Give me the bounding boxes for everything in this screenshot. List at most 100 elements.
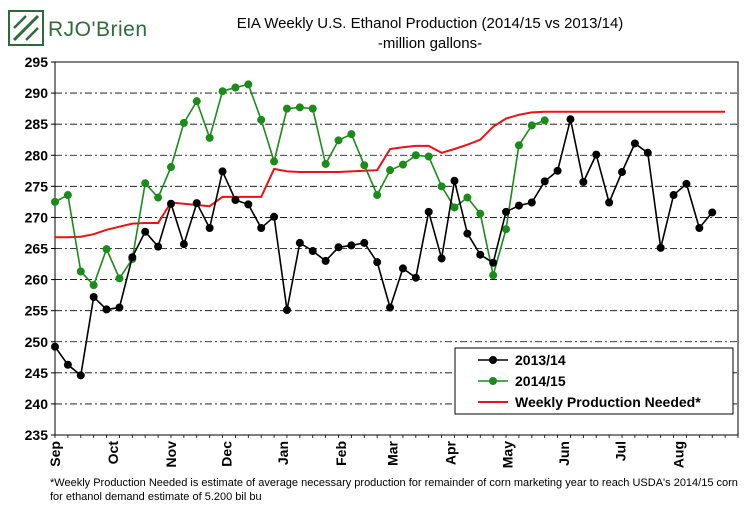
data-point [424, 152, 433, 161]
data-point [282, 306, 291, 315]
data-point [373, 258, 382, 267]
y-tick-label: 275 [25, 178, 49, 194]
data-point [347, 241, 356, 250]
data-point [179, 240, 188, 249]
data-point [450, 203, 459, 212]
data-point [334, 243, 343, 252]
data-point [605, 198, 614, 207]
data-point [63, 360, 72, 369]
y-tick-label: 235 [25, 427, 49, 443]
data-point [218, 87, 227, 96]
data-point [102, 245, 111, 254]
x-tick-label: Feb [333, 441, 349, 466]
y-tick-label: 250 [25, 334, 49, 350]
data-point [63, 191, 72, 200]
series-layer [51, 80, 726, 380]
legend: 2013/14 2014/15 Weekly Production Needed* [454, 347, 734, 415]
data-point [463, 193, 472, 202]
data-point [154, 242, 163, 251]
data-point [76, 267, 85, 276]
data-point [179, 118, 188, 127]
data-point [489, 258, 498, 267]
legend-marker [489, 356, 497, 364]
data-point [76, 371, 85, 380]
data-point [514, 201, 523, 210]
data-point [257, 223, 266, 232]
legend-label: 2013/14 [515, 352, 566, 368]
data-point [437, 254, 446, 263]
y-tick-label: 255 [25, 303, 49, 319]
series-line [54, 119, 713, 377]
data-point [205, 133, 214, 142]
data-point [141, 179, 150, 188]
data-point [527, 198, 536, 207]
data-point [128, 253, 137, 262]
x-tick-label: Oct [105, 441, 121, 465]
data-point [244, 200, 253, 209]
data-point [656, 243, 665, 252]
x-tick-label: Dec [218, 441, 234, 467]
data-point [89, 292, 98, 301]
y-tick-label: 270 [25, 209, 49, 225]
y-tick-label: 265 [25, 241, 49, 257]
x-tick-label: May [499, 441, 515, 468]
data-point [489, 271, 498, 280]
data-point [154, 193, 163, 202]
data-point [89, 281, 98, 290]
data-point [411, 151, 420, 160]
data-point [231, 83, 240, 92]
data-point [386, 166, 395, 175]
data-point [708, 208, 717, 217]
data-point [476, 209, 485, 218]
chart-subtitle: -million gallons- [377, 35, 483, 52]
data-point [231, 196, 240, 205]
data-point [347, 130, 356, 139]
data-point [437, 182, 446, 191]
legend-label: Weekly Production Needed* [515, 394, 701, 410]
chart-title: EIA Weekly U.S. Ethanol Production (2014… [236, 15, 624, 32]
data-point [360, 238, 369, 247]
series-line [54, 83, 545, 287]
data-point [334, 136, 343, 145]
x-tick-label: Jan [275, 441, 291, 465]
data-point [592, 150, 601, 159]
x-tick-label: Apr [443, 440, 459, 465]
x-axis: Sep Oct Nov Dec Jan Feb Mar Apr May Jun Jul Aug [47, 435, 739, 468]
data-point [643, 148, 652, 157]
y-tick-label: 280 [25, 147, 49, 163]
data-point [321, 256, 330, 265]
data-point [695, 223, 704, 232]
y-tick-label: 260 [25, 272, 49, 288]
logo-mark-icon [8, 10, 44, 46]
data-point [295, 103, 304, 112]
y-tick-label: 290 [25, 85, 49, 101]
data-point [308, 104, 317, 113]
data-point [360, 161, 369, 170]
legend-marker [489, 377, 497, 385]
data-point [579, 177, 588, 186]
data-point [630, 139, 639, 148]
data-point [502, 207, 511, 216]
x-tick-label: Jul [613, 441, 629, 461]
gridlines [55, 92, 738, 405]
series-line [55, 110, 726, 239]
data-point [450, 176, 459, 185]
data-point [51, 197, 59, 206]
x-tick-label: Sep [47, 441, 63, 467]
x-tick-label: Nov [163, 441, 179, 468]
data-point [540, 116, 549, 125]
data-point [540, 177, 549, 186]
y-tick-label: 240 [25, 396, 49, 412]
footnote: *Weekly Production Needed is estimate of… [50, 477, 738, 503]
data-point [308, 246, 317, 255]
data-point [282, 104, 291, 113]
data-point [527, 121, 536, 130]
data-point [463, 229, 472, 238]
data-point [514, 141, 523, 150]
data-point [502, 225, 511, 234]
data-point [166, 163, 175, 172]
data-point [618, 168, 627, 177]
logo-text: RJO'Brien [48, 18, 148, 41]
legend-label: 2014/15 [515, 373, 566, 389]
